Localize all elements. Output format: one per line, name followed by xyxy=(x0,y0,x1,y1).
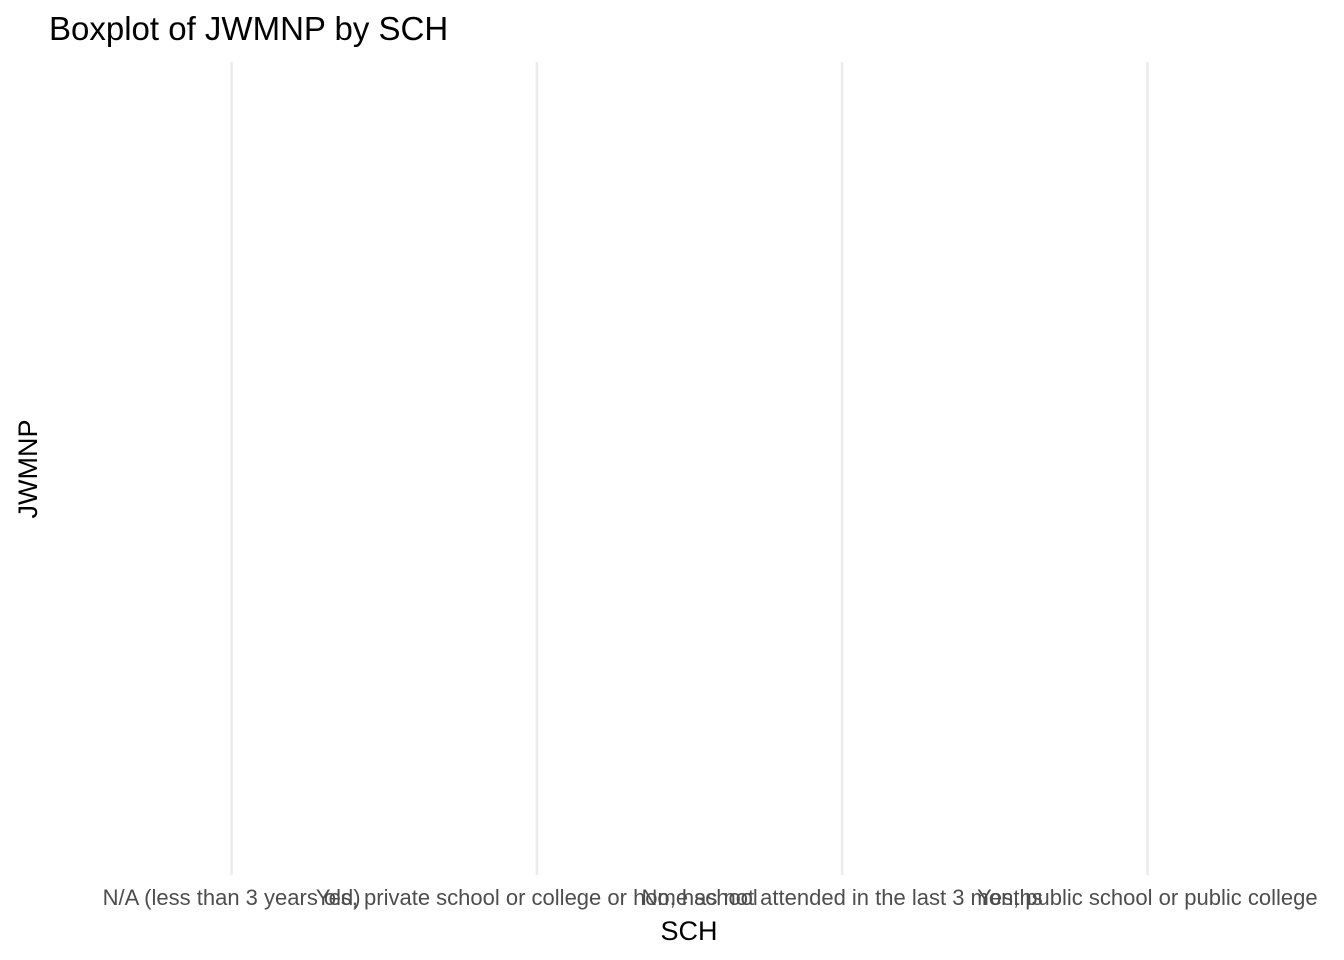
x-axis-title: SCH xyxy=(660,916,717,946)
x-tick-label: No, has not attended in the last 3 month… xyxy=(642,885,1043,910)
x-tick-labels: N/A (less than 3 years old)Yes, private … xyxy=(103,885,1318,910)
y-axis-title: JWMNP xyxy=(13,420,43,519)
x-tick-label: Yes, public school or public college xyxy=(977,885,1317,910)
x-tick-label: Yes, private school or college or home s… xyxy=(316,885,758,910)
grid-lines xyxy=(230,62,1149,875)
chart-title: Boxplot of JWMNP by SCH xyxy=(49,10,448,47)
x-tick-label: N/A (less than 3 years old) xyxy=(103,885,361,910)
